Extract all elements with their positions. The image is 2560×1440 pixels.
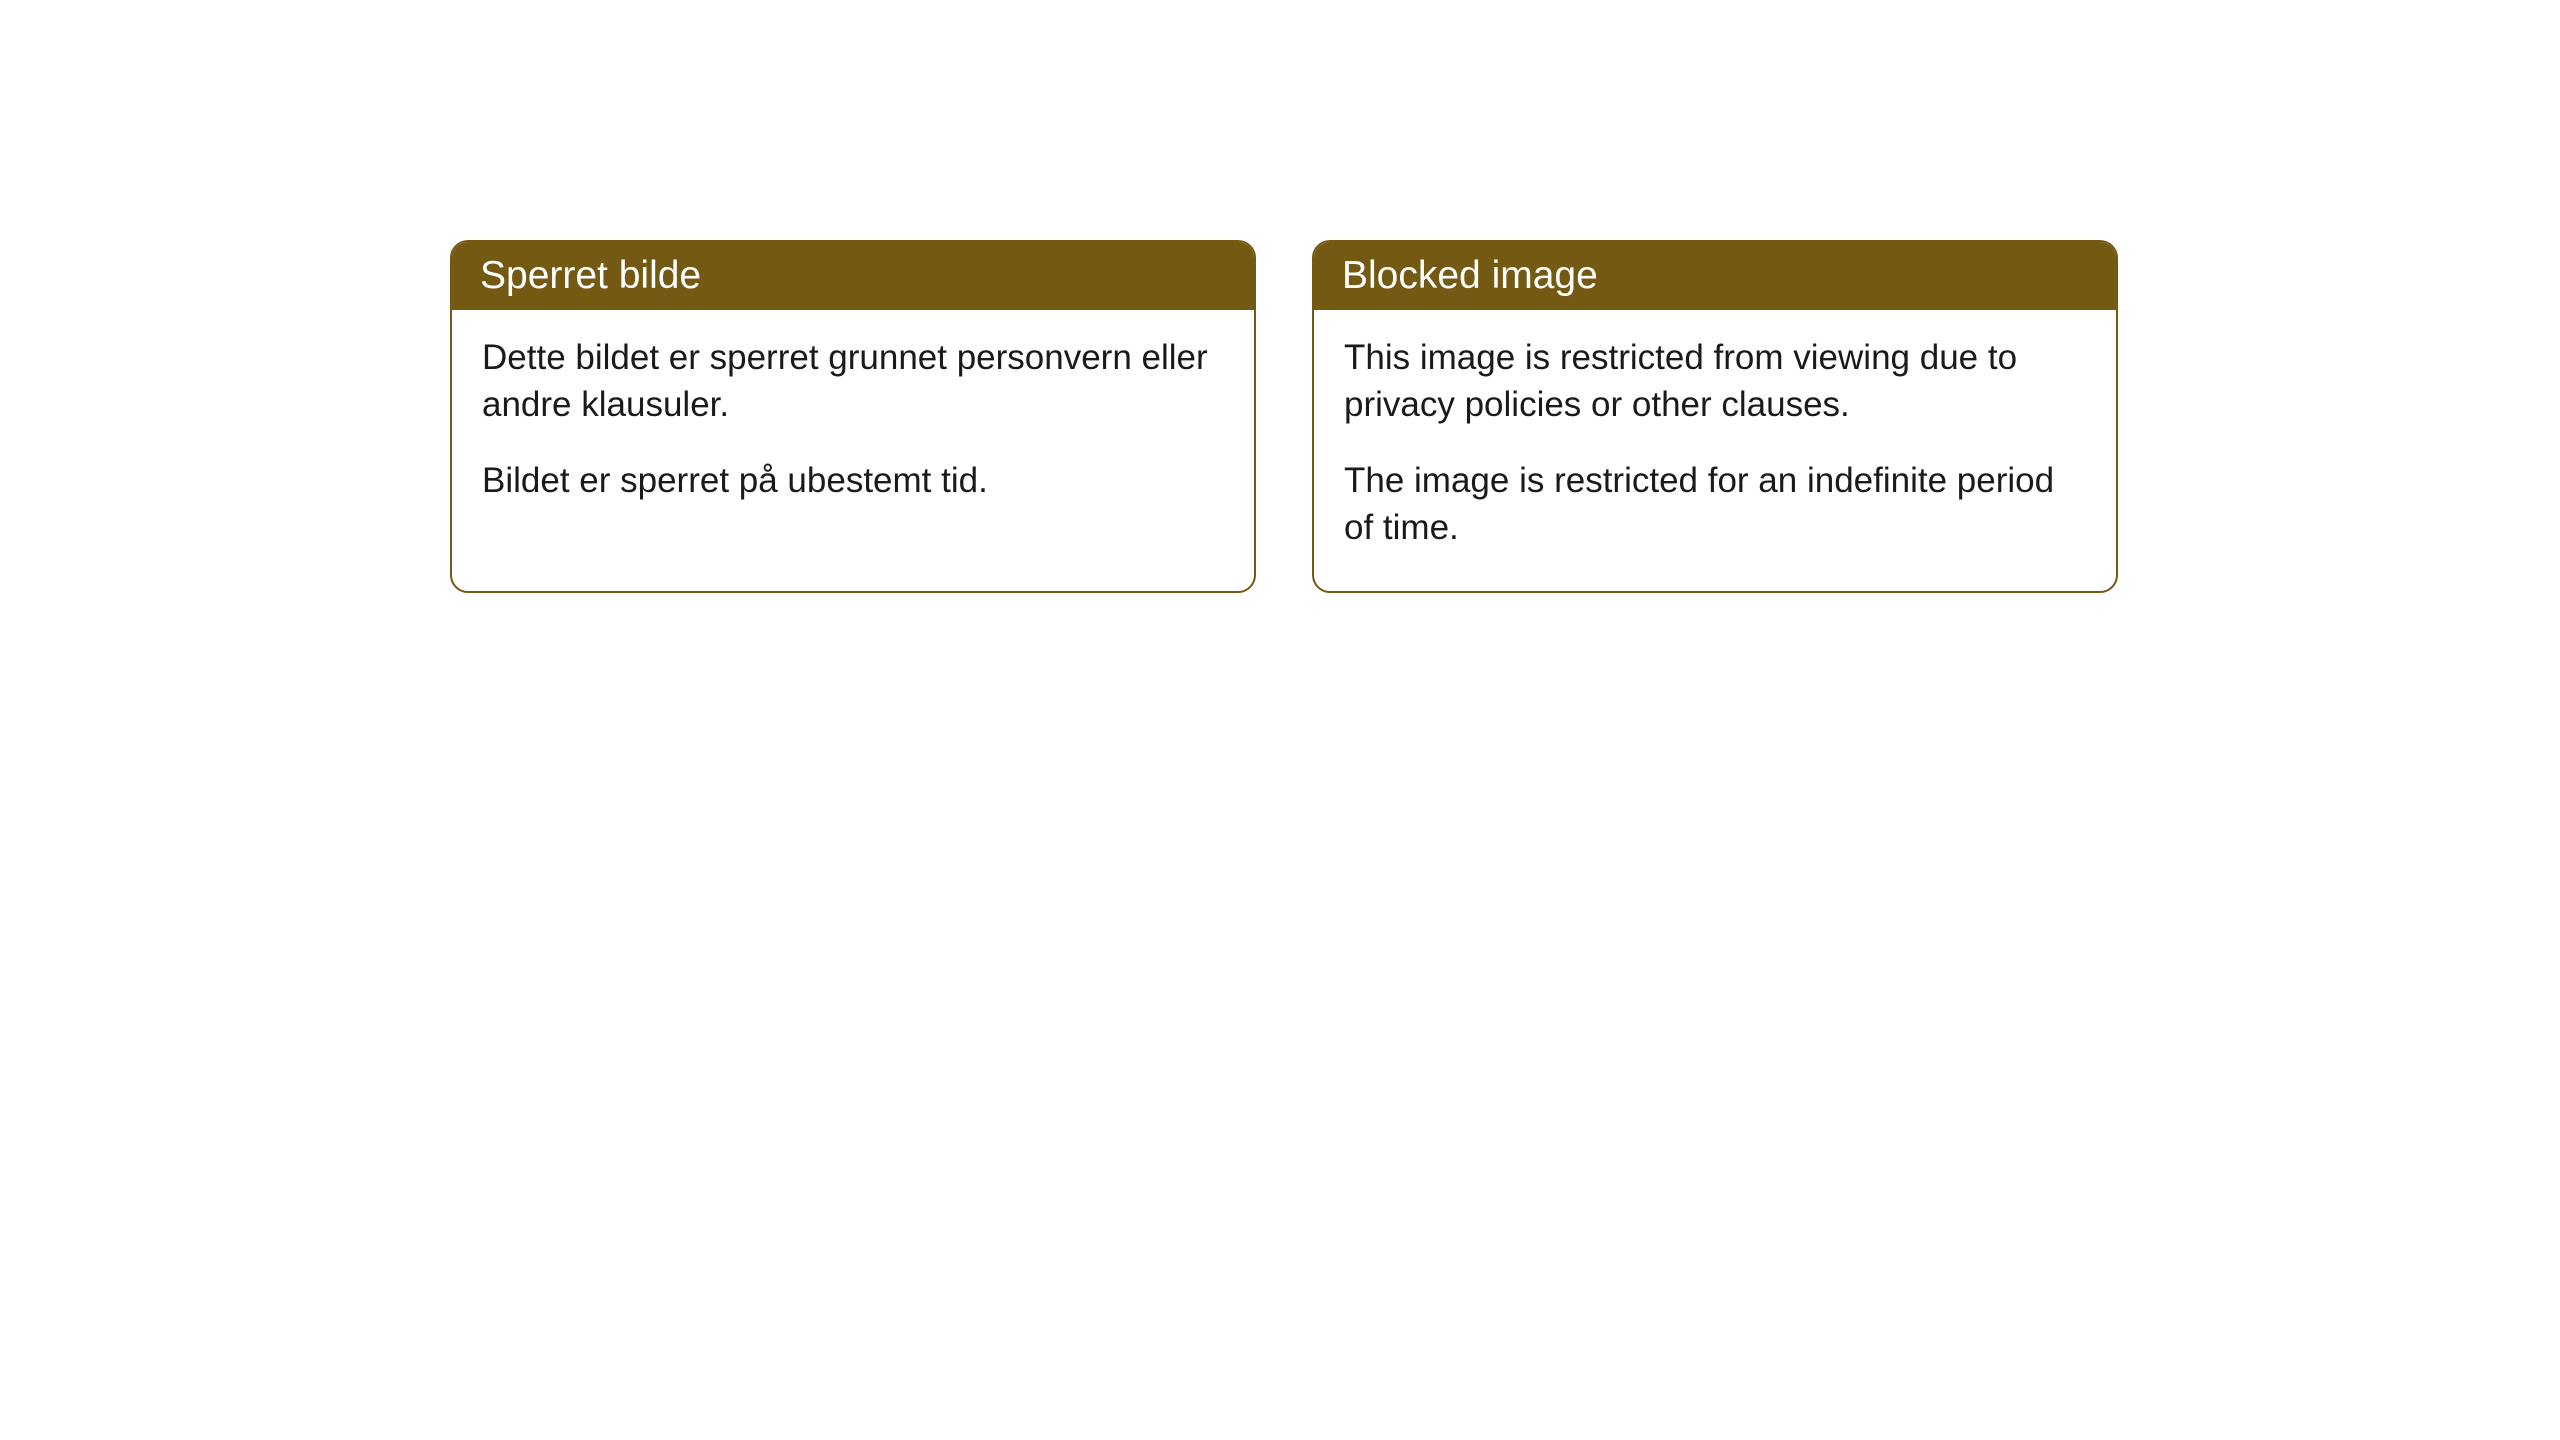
card-paragraph: Dette bildet er sperret grunnet personve… [482, 334, 1224, 429]
card-paragraph: The image is restricted for an indefinit… [1344, 457, 2086, 552]
card-paragraph: This image is restricted from viewing du… [1344, 334, 2086, 429]
blocked-image-card-norwegian: Sperret bilde Dette bildet er sperret gr… [450, 240, 1256, 593]
cards-container: Sperret bilde Dette bildet er sperret gr… [450, 240, 2118, 593]
blocked-image-card-english: Blocked image This image is restricted f… [1312, 240, 2118, 593]
card-body: This image is restricted from viewing du… [1314, 310, 2116, 591]
card-title: Sperret bilde [480, 254, 701, 297]
card-header: Sperret bilde [452, 242, 1254, 310]
card-title: Blocked image [1342, 254, 1598, 297]
card-header: Blocked image [1314, 242, 2116, 310]
card-paragraph: Bildet er sperret på ubestemt tid. [482, 457, 1224, 504]
card-body: Dette bildet er sperret grunnet personve… [452, 310, 1254, 544]
